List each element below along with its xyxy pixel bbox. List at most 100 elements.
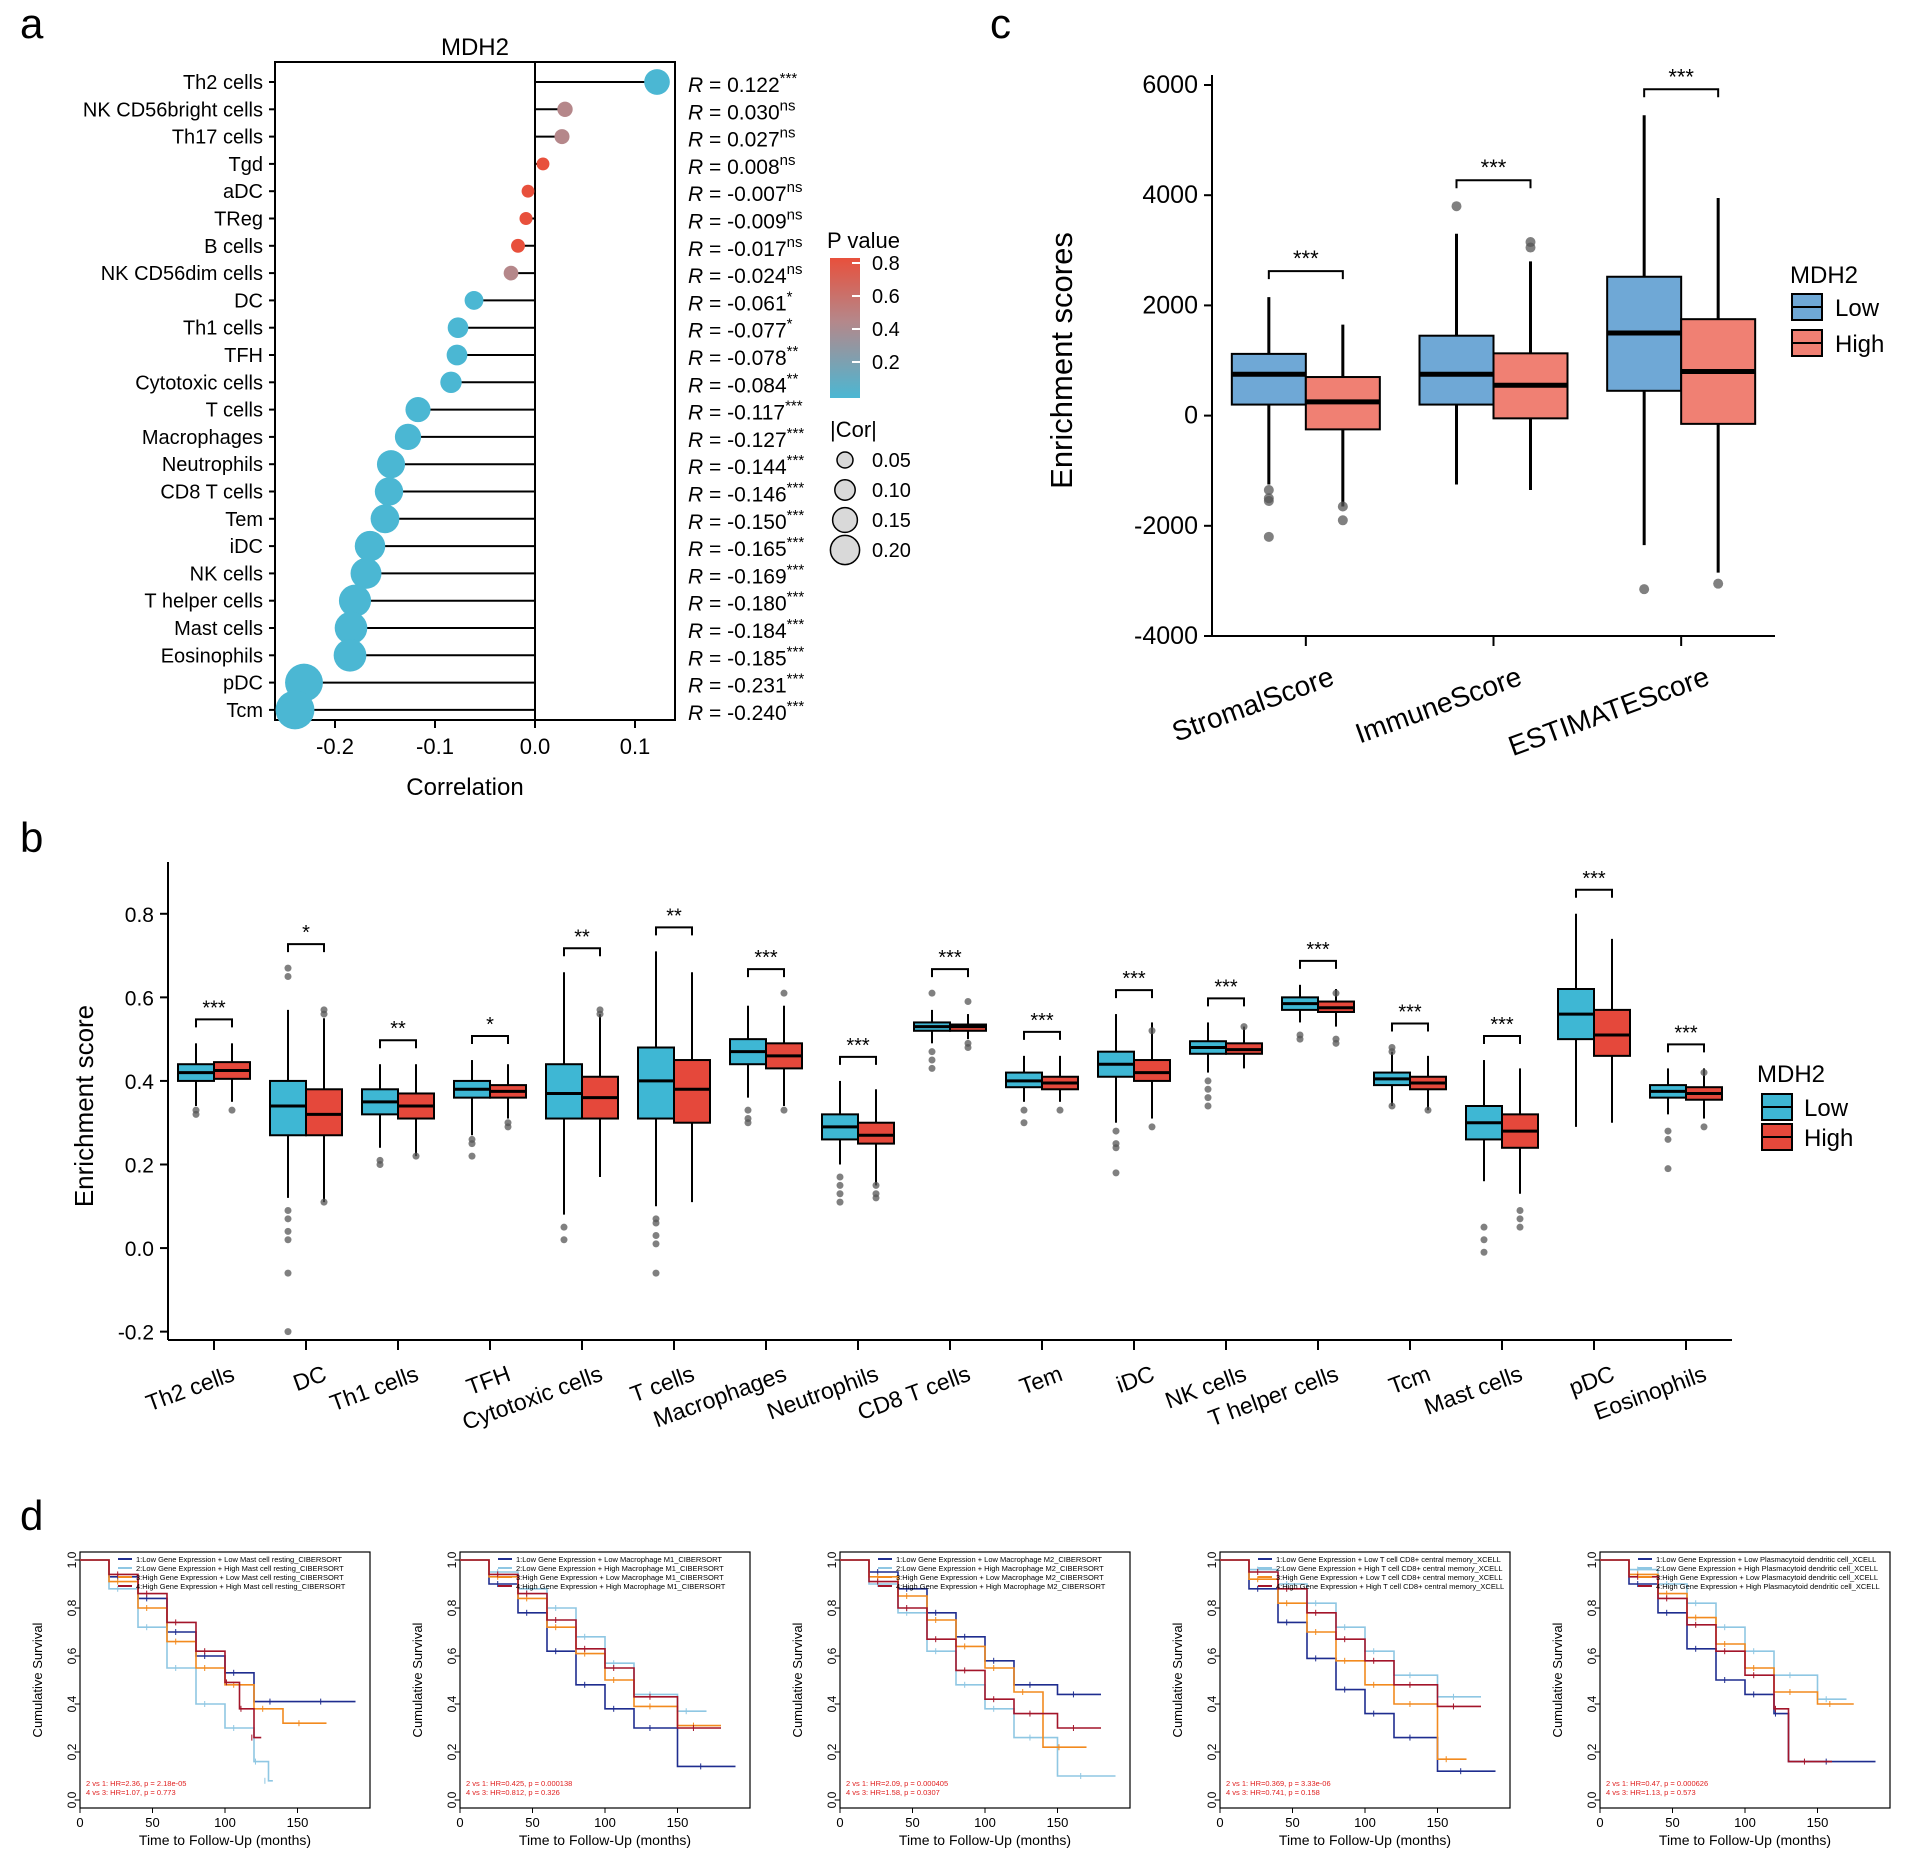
km-legend-entry: 1:Low Gene Expression + Low Plasmacytoid… — [1656, 1555, 1876, 1564]
km-y-tick-label: 0.0 — [445, 1791, 459, 1808]
outlier-point — [284, 1236, 292, 1244]
r-symbol: R — [688, 511, 703, 534]
lollipop-point — [334, 611, 368, 645]
outlier-point — [284, 1328, 292, 1336]
x-tick-label: -0.1 — [416, 734, 454, 759]
r-value: = -0.061 — [703, 292, 786, 315]
cor-size-swatch — [831, 506, 859, 534]
outlier-point — [1263, 531, 1274, 542]
category-label: Cytotoxic cells — [135, 372, 263, 394]
r-value: = 0.030 — [703, 101, 779, 124]
panel-d-survival-curves: 0 50 100 150 0.0 0.2 0.4 0.6 0.8 1.0 Time to Follo… — [30, 1551, 1891, 1848]
km-x-tick-label: 100 — [214, 1815, 236, 1830]
outlier-point — [1664, 1135, 1672, 1143]
outlier-point — [560, 1236, 568, 1244]
r-value: = -0.165 — [703, 538, 786, 561]
km-x-tick-label: 50 — [1285, 1815, 1299, 1830]
outlier-point — [1516, 1223, 1524, 1231]
outlier-point — [1337, 515, 1348, 526]
km-y-tick-label: 0.6 — [445, 1647, 459, 1664]
r-value: = -0.180 — [703, 593, 786, 616]
lollipop-point — [370, 504, 400, 534]
km-y-tick-label: 0.0 — [1585, 1791, 1599, 1808]
r-value: = -0.024 — [703, 265, 787, 288]
r-symbol: R — [688, 702, 703, 725]
colorbar-tick-label: 0.2 — [872, 352, 900, 374]
outlier-point — [1639, 584, 1650, 595]
significance-mark: ns — [780, 152, 796, 169]
outlier-point — [1516, 1206, 1524, 1214]
significance-mark: *** — [202, 997, 226, 1019]
outlier-point — [1516, 1215, 1524, 1223]
outlier-point — [284, 1227, 292, 1235]
correlation-label: R = -0.017ns — [688, 234, 803, 261]
r-value: = -0.185 — [703, 647, 786, 670]
outlier-point — [652, 1269, 660, 1277]
chart-title: MDH2 — [441, 34, 509, 61]
significance-mark: *** — [1293, 246, 1319, 271]
correlation-label: R = -0.009ns — [688, 207, 803, 234]
category-label: DC — [290, 1360, 330, 1396]
correlation-label: R = -0.180*** — [688, 589, 804, 616]
r-value: = -0.169 — [703, 565, 786, 588]
significance-mark: *** — [787, 671, 805, 688]
legend-title: MDH2 — [1757, 1061, 1825, 1088]
r-value: = -0.240 — [703, 702, 786, 725]
r-symbol: R — [688, 265, 703, 288]
correlation-label: R = 0.008ns — [688, 152, 796, 179]
outlier-point — [1337, 501, 1348, 512]
cor-size-label: 0.20 — [872, 540, 911, 562]
km-hr-stat: 2 vs 1: HR=0.425, p = 0.000138 — [466, 1779, 572, 1788]
km-y-tick-label: 0.4 — [1205, 1695, 1219, 1712]
correlation-label: R = -0.117*** — [688, 398, 803, 425]
category-label: NK CD56bright cells — [83, 99, 263, 121]
km-y-tick-label: 0.4 — [445, 1695, 459, 1712]
km-y-tick-label: 1.0 — [1205, 1551, 1219, 1568]
lollipop-point — [275, 690, 315, 730]
legend-low-label: Low — [1835, 295, 1880, 322]
outlier-point — [780, 1106, 788, 1114]
km-x-tick-label: 150 — [1427, 1815, 1449, 1830]
significance-bracket — [287, 943, 325, 953]
km-hr-stat: 4 vs 3: HR=1.07, p = 0.773 — [86, 1788, 176, 1797]
significance-bracket — [1207, 997, 1245, 1007]
km-legend-entry: 2:Low Gene Expression + High Macrophage … — [516, 1564, 724, 1573]
category-label: B cells — [204, 236, 263, 258]
significance-mark: *** — [787, 643, 805, 660]
km-y-tick-label: 1.0 — [65, 1551, 79, 1568]
category-label: Th1 cells — [326, 1360, 421, 1416]
km-y-tick-label: 1.0 — [1585, 1551, 1599, 1568]
km-x-tick-label: 0 — [76, 1815, 83, 1830]
km-legend-entry: 4:High Gene Expression + High T cell CD8… — [1276, 1582, 1504, 1591]
category-label: Tem — [1016, 1360, 1066, 1399]
outlier-point — [836, 1173, 844, 1181]
km-survival-curve — [460, 1559, 721, 1729]
outlier-point — [928, 1048, 936, 1056]
lollipop-point — [536, 157, 550, 171]
lollipop-point — [440, 371, 462, 394]
y-tick-label: 2000 — [1142, 291, 1198, 319]
y-tick-label: 4000 — [1142, 181, 1198, 209]
r-value: = -0.077 — [703, 320, 786, 343]
correlation-label: R = -0.184*** — [688, 616, 804, 643]
category-label: ImmuneScore — [1351, 661, 1525, 750]
km-y-tick-label: 0.6 — [1205, 1647, 1219, 1664]
significance-bracket — [931, 968, 969, 978]
km-y-tick-label: 0.0 — [825, 1791, 839, 1808]
correlation-label: R = -0.169*** — [688, 561, 804, 588]
category-label: Tcm — [226, 700, 263, 722]
correlation-label: R = -0.146*** — [688, 480, 804, 507]
panel-letter-b: b — [20, 814, 43, 861]
significance-mark: *** — [1398, 1002, 1422, 1024]
legend-title: MDH2 — [1790, 262, 1858, 289]
outlier-point — [1525, 237, 1536, 248]
significance-bracket — [1023, 1030, 1061, 1040]
y-tick-label: 0.2 — [125, 1155, 154, 1178]
y-axis-label: Enrichment score — [69, 1005, 99, 1207]
outlier-point — [1664, 1127, 1672, 1135]
significance-mark: *** — [787, 507, 805, 524]
category-label: Neutrophils — [162, 454, 263, 476]
significance-bracket — [1575, 888, 1613, 898]
km-x-tick-label: 0 — [836, 1815, 843, 1830]
